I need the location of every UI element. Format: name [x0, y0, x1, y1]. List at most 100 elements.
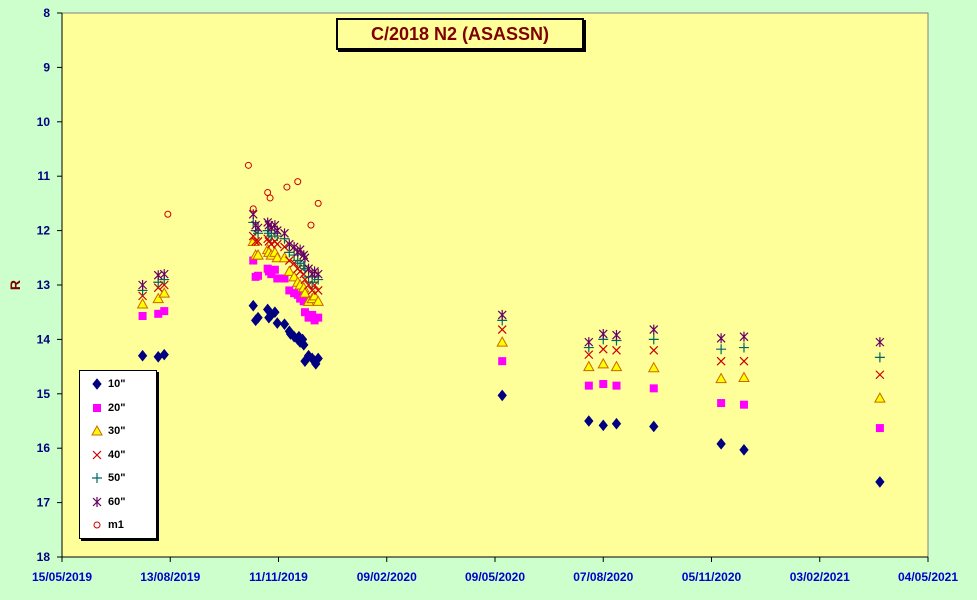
y-tick-label: 16 — [37, 441, 51, 455]
legend-entry: 60" — [88, 493, 125, 511]
data-point — [299, 339, 309, 351]
y-tick-label: 12 — [37, 224, 51, 238]
data-point — [248, 209, 258, 220]
x-tick-label: 05/11/2020 — [682, 570, 742, 584]
legend-label: 40" — [108, 448, 126, 461]
data-points — [136, 161, 886, 488]
data-point — [272, 239, 282, 249]
legend-label: 20" — [108, 401, 126, 414]
data-point — [280, 228, 289, 239]
data-point — [137, 349, 148, 362]
data-point — [610, 360, 623, 372]
data-point — [497, 309, 507, 320]
data-point — [138, 280, 148, 290]
data-point — [278, 251, 291, 263]
y-tick-label: 10 — [37, 115, 51, 129]
data-point — [267, 270, 276, 279]
y-tick-label: 18 — [37, 550, 51, 564]
chart-title: C/2018 N2 (ASASSN) — [336, 18, 584, 50]
x-tick-label: 15/05/2019 — [32, 570, 92, 584]
data-point — [138, 312, 147, 321]
x-tick-label: 07/08/2020 — [573, 570, 633, 584]
data-point — [313, 352, 323, 365]
data-point — [249, 256, 258, 265]
legend-marker-shape — [92, 450, 102, 459]
data-point — [285, 286, 294, 295]
data-point — [739, 331, 749, 342]
data-point — [649, 420, 659, 433]
y-tick-label: 11 — [37, 169, 50, 183]
x-tick-label: 04/05/2021 — [898, 570, 958, 584]
data-point — [310, 266, 320, 277]
data-point — [739, 444, 749, 456]
data-point — [280, 274, 289, 283]
data-point — [612, 381, 621, 390]
y-tick-label: 8 — [43, 6, 50, 20]
legend-marker — [92, 473, 102, 483]
data-point — [649, 384, 658, 393]
data-point — [159, 348, 169, 361]
data-point — [611, 417, 622, 430]
data-point — [300, 252, 310, 263]
legend-label: 60" — [108, 495, 126, 508]
series-6 — [164, 161, 322, 229]
legend-marker — [93, 403, 101, 412]
data-point — [716, 333, 726, 344]
data-point — [598, 344, 608, 354]
data-point — [158, 287, 171, 298]
data-point — [717, 399, 726, 408]
data-point — [295, 244, 305, 255]
legend-marker-shape — [92, 473, 102, 483]
data-point — [271, 251, 284, 263]
data-point — [648, 334, 659, 345]
data-point — [298, 260, 309, 271]
data-point — [715, 372, 727, 384]
data-point — [874, 392, 886, 403]
data-point — [312, 295, 325, 306]
data-point — [597, 357, 610, 369]
data-point — [266, 194, 274, 202]
legend-marker-shape — [92, 496, 102, 507]
legend-label: 50" — [108, 472, 126, 484]
x-tick-label: 11/11/2019 — [249, 570, 308, 584]
data-point — [304, 263, 313, 274]
legend-marker — [91, 424, 103, 436]
data-point — [313, 286, 323, 295]
data-point — [649, 324, 659, 335]
data-point — [716, 344, 727, 355]
axes: 8 9 10 11 12 13 14 15 16 17 18 15/05/2019 13/08/2019… — [7, 6, 958, 584]
legend-marker — [92, 378, 102, 390]
data-point — [716, 438, 726, 450]
x-tick-label: 09/05/2020 — [465, 570, 525, 584]
data-point — [266, 222, 276, 233]
data-point — [280, 242, 289, 252]
data-point — [584, 337, 594, 348]
data-point — [294, 178, 302, 186]
legend-marker-shape — [93, 521, 101, 529]
legend-entry: 10" — [88, 375, 125, 393]
legend-entry: 50" — [88, 469, 125, 487]
data-point — [273, 274, 282, 283]
data-point — [739, 400, 748, 409]
data-point — [253, 237, 263, 246]
y-tick-label: 15 — [37, 387, 51, 401]
data-point — [308, 310, 317, 319]
legend-marker-shape — [92, 378, 102, 390]
data-point — [875, 424, 884, 433]
data-point — [283, 183, 291, 191]
data-point — [284, 239, 294, 250]
data-point — [253, 311, 263, 324]
x-tick-label: 03/02/2021 — [790, 570, 850, 584]
series-1 — [138, 256, 884, 433]
data-point — [152, 292, 165, 304]
data-point — [270, 306, 280, 319]
data-point — [584, 415, 594, 427]
data-point — [160, 307, 169, 316]
data-point — [598, 419, 608, 432]
legend-entry: m1 — [88, 516, 124, 534]
data-point — [252, 249, 264, 260]
x-tick-label: 13/08/2019 — [140, 570, 200, 584]
data-point — [647, 361, 660, 373]
data-point — [875, 476, 885, 488]
data-point — [584, 381, 593, 390]
